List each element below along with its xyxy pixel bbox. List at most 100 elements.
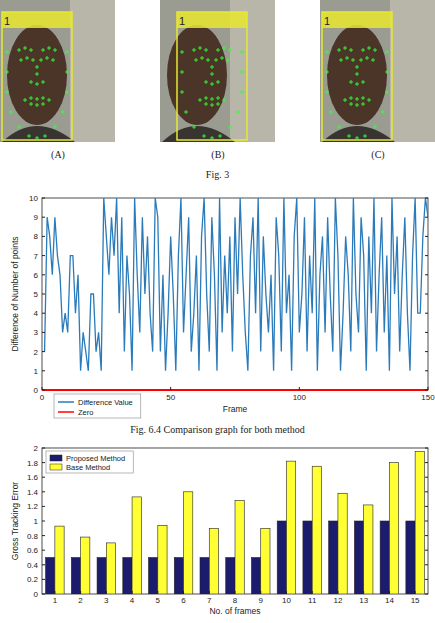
landmark: [47, 46, 51, 50]
y-tick-label: 0.8: [27, 532, 39, 541]
landmark: [5, 70, 9, 74]
landmark: [349, 96, 353, 100]
bar: [184, 492, 193, 594]
x-tick-label: 3: [104, 596, 109, 605]
landmark: [355, 82, 359, 86]
landmark: [343, 98, 347, 102]
y-tick: [42, 506, 45, 507]
y-tick: [42, 370, 45, 371]
y-tick: [42, 594, 45, 595]
face-box: [322, 12, 392, 140]
bar: [209, 528, 218, 594]
plot-frame: [42, 198, 428, 390]
x-tick-label: 50: [166, 393, 175, 402]
landmark: [355, 65, 359, 69]
landmark: [206, 58, 210, 62]
photo-face: [327, 25, 387, 125]
panel-label: (B): [211, 149, 224, 161]
y-tick: [42, 390, 45, 391]
x-tick: [235, 591, 236, 594]
landmark: [236, 110, 240, 114]
photo-wall: [70, 0, 115, 142]
panel-label: (A): [51, 149, 65, 161]
landmark: [180, 70, 184, 74]
x-tick: [312, 591, 313, 594]
y-tick-label: 1.8: [27, 459, 39, 468]
y-tick: [42, 236, 45, 237]
y-tick: [42, 313, 45, 314]
landmark: [184, 110, 188, 114]
x-tick: [80, 591, 81, 594]
landmark: [204, 48, 208, 52]
x-tick-label: 15: [411, 596, 420, 605]
y-tick: [425, 390, 428, 391]
y-tick: [425, 506, 428, 507]
landmark: [345, 56, 349, 60]
landmark: [35, 136, 39, 140]
x-tick: [299, 387, 300, 390]
bar: [303, 521, 312, 594]
x-tick-label: 4: [130, 596, 135, 605]
y-tick-label: 1.2: [27, 502, 39, 511]
landmark: [210, 97, 214, 101]
x-tick-label: 5: [156, 596, 161, 605]
y-tick: [425, 370, 428, 371]
y-tick: [425, 198, 428, 199]
bar: [158, 525, 167, 594]
y-tick: [42, 521, 45, 522]
landmark: [343, 46, 347, 50]
y-tick: [425, 594, 428, 595]
y-axis-title: Gross Tracking Error: [10, 482, 20, 561]
y-tick-label: 1.4: [27, 488, 39, 497]
landmark: [39, 58, 43, 62]
landmark: [204, 80, 208, 84]
legend-box: [46, 451, 133, 473]
landmark: [371, 58, 375, 62]
y-tick: [42, 491, 45, 492]
plot-frame: [42, 448, 428, 594]
landmark: [53, 48, 57, 52]
landmark: [240, 70, 244, 74]
landmark: [35, 103, 39, 107]
y-tick-label: 0.2: [27, 575, 39, 584]
photo-wall: [390, 0, 435, 142]
plot-area: [42, 198, 428, 390]
y-tick: [425, 491, 428, 492]
landmark: [31, 58, 35, 62]
bar: [415, 452, 424, 594]
y-tick: [42, 198, 45, 199]
x-tick: [170, 387, 171, 390]
x-tick: [209, 591, 210, 594]
landmark: [216, 80, 220, 84]
landmark: [35, 65, 39, 69]
photo-face: [167, 25, 227, 125]
landmark: [180, 50, 184, 54]
face-box-header: [2, 12, 72, 28]
y-tick-label: 6: [34, 271, 39, 280]
landmark: [180, 90, 184, 94]
landmark: [216, 96, 220, 100]
landmark: [45, 56, 49, 60]
bar: [286, 461, 295, 594]
landmark: [23, 98, 27, 102]
face-box-label: 1: [4, 15, 10, 27]
legend-swatch: [50, 464, 62, 470]
landmark: [5, 50, 9, 54]
x-tick-label: 9: [259, 596, 264, 605]
landmark: [367, 98, 371, 102]
landmark: [240, 90, 244, 94]
x-tick: [54, 591, 55, 594]
landmark: [192, 125, 196, 129]
y-tick-label: 0: [34, 386, 39, 395]
landmark: [339, 58, 343, 62]
landmark: [359, 58, 363, 62]
y-tick-label: 2: [34, 444, 39, 453]
x-tick: [132, 591, 133, 594]
landmark: [25, 56, 29, 60]
x-tick-label: 150: [421, 393, 435, 402]
landmark: [363, 134, 367, 138]
y-tick: [42, 255, 45, 256]
x-tick: [157, 591, 158, 594]
y-tick: [425, 579, 428, 580]
x-tick-label: 2: [78, 596, 83, 605]
